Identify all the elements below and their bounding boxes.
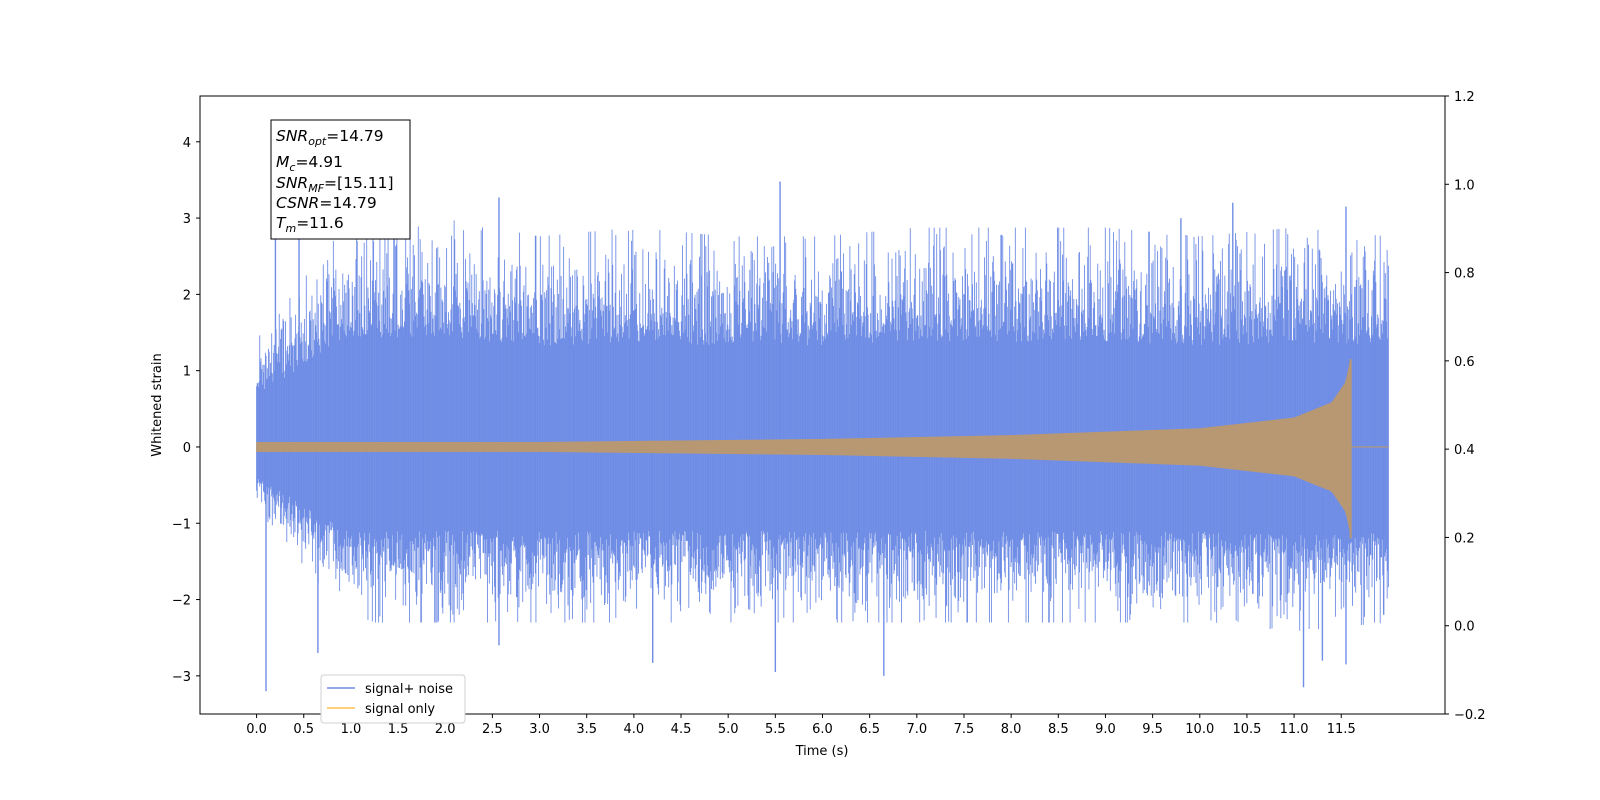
series-signal-noise: [256, 181, 1389, 692]
x-tick-label: 6.5: [859, 722, 880, 737]
legend-frame: [320, 674, 466, 724]
annotation-snr-opt: SNRopt=14.79: [276, 127, 384, 148]
y-tick-label: −1: [172, 517, 191, 532]
snr-opt-sub: opt: [308, 135, 327, 148]
x-tick-label: 9.5: [1142, 722, 1163, 737]
annotation-frame: [270, 119, 411, 240]
x-tick-label: 3.5: [576, 722, 597, 737]
y2-tick-label: 0.2: [1454, 531, 1475, 546]
annotation-snr-mf: SNRMF=[15.11]: [276, 174, 394, 195]
x-axis: 0.0 0.5 1.0 1.5 2.0 2.5 3.0 3.5 4.0 4.5 5.0 5.5 6.0 6…: [246, 714, 1356, 737]
x-tick-label: 11.5: [1327, 722, 1356, 737]
series-signal-only: [256, 359, 1389, 539]
tm-base: T: [276, 214, 287, 232]
y2-tick-label: 0.0: [1454, 620, 1475, 635]
y-tick-label: 3: [183, 212, 191, 227]
x-tick-label: 2.0: [435, 722, 456, 737]
x-tick-label: 10.5: [1232, 722, 1261, 737]
y-tick-label: 4: [183, 136, 191, 151]
y-axis-left: −3 −2 −1 0 1 2 3 4: [172, 136, 200, 685]
x-tick-label: 6.0: [812, 722, 833, 737]
x-tick-label: 2.5: [482, 722, 503, 737]
mc-sub: c: [289, 161, 295, 174]
x-tick-label: 9.0: [1095, 722, 1116, 737]
x-tick-label: 1.0: [341, 722, 362, 737]
x-tick-label: 1.5: [388, 722, 409, 737]
y2-tick-label: −0.2: [1454, 708, 1486, 723]
y-tick-label: 0: [183, 441, 191, 456]
snr-opt-base: SNR: [276, 127, 308, 145]
legend-label-signal-noise: signal+ noise: [365, 682, 453, 697]
legend-label-signal-only: signal only: [365, 702, 435, 717]
y2-tick-label: 0.6: [1454, 355, 1475, 370]
mc-value: =4.91: [295, 153, 343, 171]
x-tick-label: 7.0: [906, 722, 927, 737]
y-axis-label: Whitened strain: [150, 353, 165, 456]
y-tick-label: 2: [183, 288, 191, 303]
x-tick-label: 3.0: [529, 722, 550, 737]
annotation-csnr: CSNR=14.79: [276, 194, 377, 212]
x-tick-label: 10.0: [1185, 722, 1214, 737]
x-tick-label: 4.5: [671, 722, 692, 737]
snr-mf-value: =[15.11]: [324, 174, 393, 192]
snr-opt-value: =14.79: [326, 127, 383, 145]
x-tick-label: 7.5: [954, 722, 975, 737]
annotation-mc: Mc=4.91: [276, 153, 343, 174]
y-tick-label: −2: [172, 594, 191, 609]
y-tick-label: −3: [172, 670, 191, 685]
x-tick-label: 5.0: [718, 722, 739, 737]
x-tick-label: 0.5: [293, 722, 314, 737]
plot-area: [256, 181, 1389, 692]
x-tick-label: 8.5: [1048, 722, 1069, 737]
tm-sub: m: [285, 222, 296, 235]
y2-tick-label: 1.0: [1454, 178, 1475, 193]
snr-mf-sub: MF: [308, 182, 324, 195]
csnr-value: =14.79: [319, 194, 376, 212]
mc-base: M: [276, 153, 289, 171]
tm-value: =11.6: [296, 214, 344, 232]
y2-tick-label: 1.2: [1454, 90, 1475, 105]
annotation-tm: Tm=11.6: [276, 214, 344, 235]
legend: signal+ noise signal only: [320, 674, 466, 724]
y-tick-label: 1: [183, 365, 191, 380]
x-tick-label: 4.0: [624, 722, 645, 737]
x-axis-label: Time (s): [795, 744, 849, 759]
x-tick-label: 0.0: [246, 722, 267, 737]
x-tick-label: 8.0: [1001, 722, 1022, 737]
annotation-box: SNRopt=14.79 Mc=4.91 SNRMF=[15.11] CSNR=…: [270, 119, 411, 240]
csnr-base: CSNR: [276, 194, 319, 212]
y2-tick-label: 0.4: [1454, 443, 1475, 458]
snr-mf-base: SNR: [276, 174, 308, 192]
x-tick-label: 11.0: [1280, 722, 1309, 737]
x-tick-label: 5.5: [765, 722, 786, 737]
y-axis-right: −0.2 0.0 0.2 0.4 0.6 0.8 1.0 1.2: [1445, 90, 1486, 723]
y2-tick-label: 0.8: [1454, 267, 1475, 282]
